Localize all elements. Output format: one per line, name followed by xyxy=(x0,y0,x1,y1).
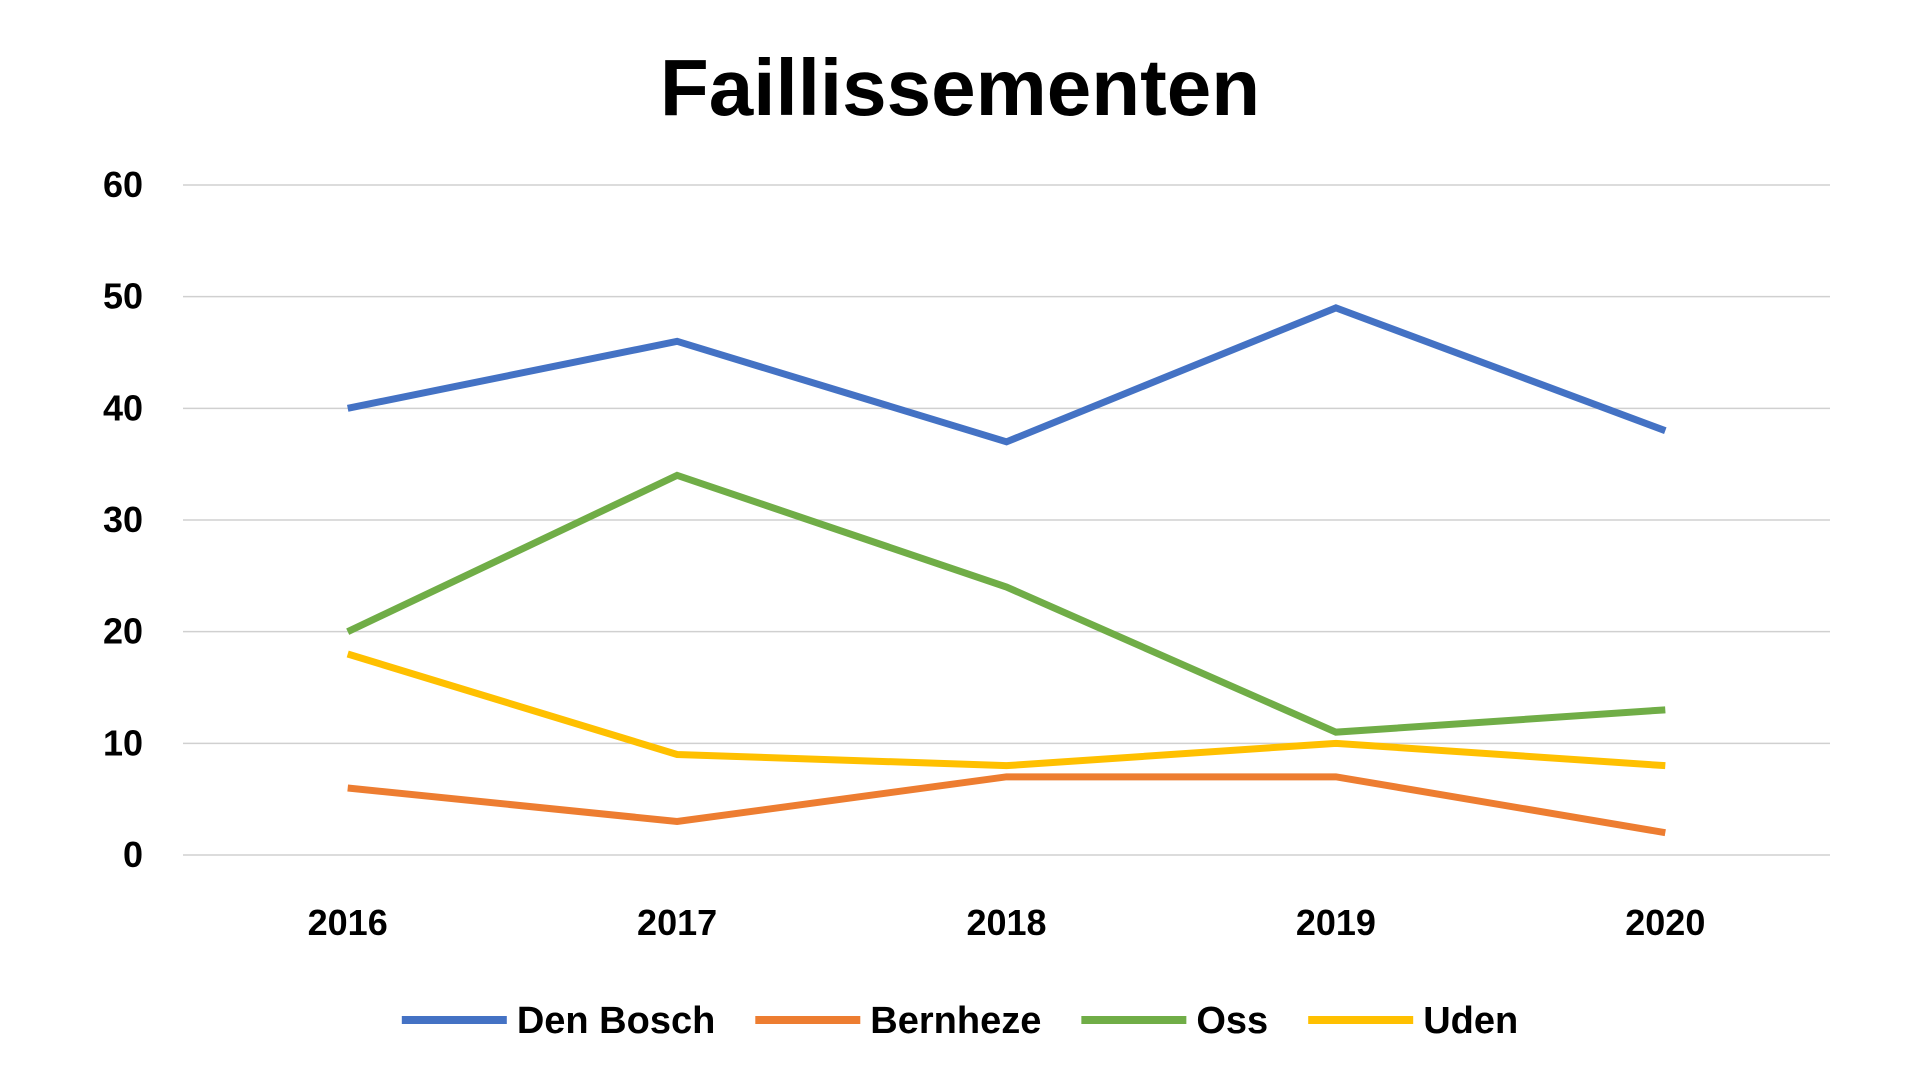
series-line-oss xyxy=(346,471,1666,736)
legend-label-bernheze: Bernheze xyxy=(870,1000,1041,1042)
legend-label-oss: Oss xyxy=(1196,1000,1268,1042)
legend-label-uden: Uden xyxy=(1423,1000,1518,1042)
y-tick-label: 30 xyxy=(103,499,143,540)
y-tick-label: 20 xyxy=(103,611,143,652)
y-axis-ticks: 0 10 20 30 40 50 60 xyxy=(103,164,143,875)
x-tick-label: 2019 xyxy=(1296,902,1376,943)
series-line-den-bosch xyxy=(347,304,1667,446)
y-tick-label: 10 xyxy=(103,722,143,763)
y-tick-label: 0 xyxy=(123,834,143,875)
series-line-bernheze xyxy=(347,773,1666,837)
y-tick-label: 60 xyxy=(103,164,143,205)
chart-title: Faillissementen xyxy=(660,43,1260,132)
series-line-uden xyxy=(346,650,1666,770)
grid-layer xyxy=(183,184,1830,856)
legend: Den Bosch Bernheze Oss Uden xyxy=(401,1000,1518,1042)
series-layer xyxy=(346,304,1667,837)
x-tick-label: 2020 xyxy=(1625,902,1705,943)
legend-label-den-bosch: Den Bosch xyxy=(517,1000,715,1042)
x-tick-label: 2018 xyxy=(966,902,1046,943)
x-tick-label: 2016 xyxy=(308,902,388,943)
y-tick-label: 50 xyxy=(103,276,143,317)
x-axis-ticks: 2016 2017 2018 2019 2020 xyxy=(308,902,1706,943)
y-tick-label: 40 xyxy=(103,387,143,428)
x-tick-label: 2017 xyxy=(637,902,717,943)
